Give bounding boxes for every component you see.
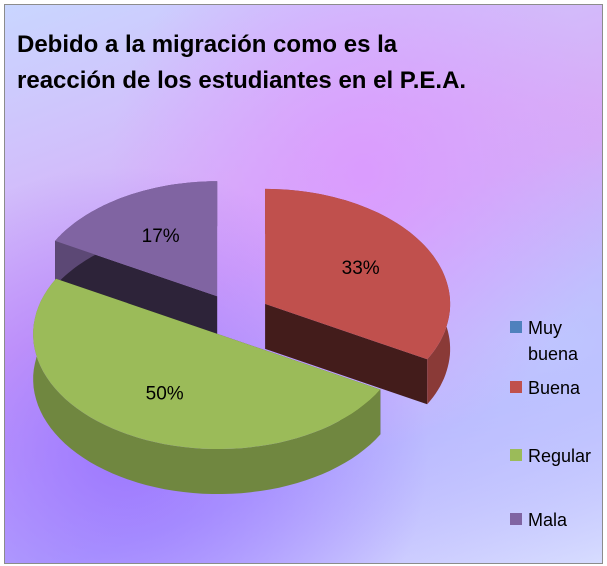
legend-item: Buena xyxy=(510,375,600,401)
pie: 33% 50% 17% xyxy=(33,181,451,494)
legend-swatch xyxy=(510,321,522,333)
slice-top xyxy=(55,181,218,297)
legend-item: Muy buena xyxy=(510,315,600,367)
chart: Debido a la migración como es la reacció… xyxy=(4,4,603,564)
slice xyxy=(265,188,451,405)
data-label: 33% xyxy=(342,258,380,279)
slice-top xyxy=(33,278,381,449)
legend-label: Mala xyxy=(528,510,568,530)
slice-cut-face xyxy=(265,303,428,405)
legend-label: Regular xyxy=(528,446,592,466)
slice xyxy=(33,278,381,494)
data-label: 17% xyxy=(142,226,180,247)
legend-swatch xyxy=(510,449,522,461)
slice xyxy=(55,181,218,342)
chart-title: Debido a la migración como es la reacció… xyxy=(17,31,467,94)
legend-label: Buena xyxy=(528,378,581,398)
legend-item: Mala xyxy=(510,507,600,533)
slice-side xyxy=(33,278,381,494)
legend-swatch xyxy=(510,381,522,393)
legend-label: Muy buena xyxy=(528,318,579,364)
data-label: 50% xyxy=(146,384,184,405)
slice-cut-face xyxy=(55,240,218,342)
slice-top xyxy=(265,188,451,360)
legend-swatch xyxy=(510,513,522,525)
legend-item: Regular xyxy=(510,443,600,469)
